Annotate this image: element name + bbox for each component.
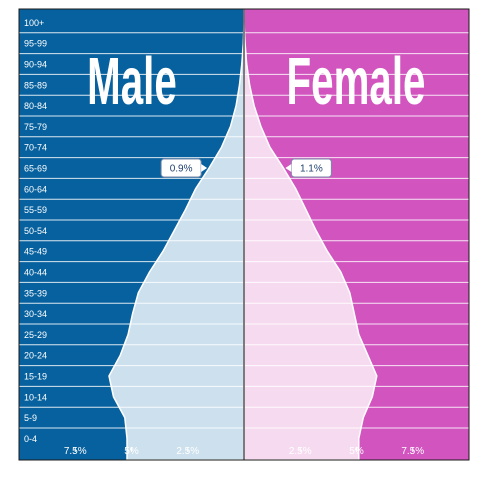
- age-group-label: 55-59: [24, 205, 47, 215]
- age-group-label: 95-99: [24, 39, 47, 49]
- x-tick-label: 7.5%: [401, 446, 424, 457]
- age-group-label: 50-54: [24, 226, 47, 236]
- age-group-label: 15-19: [24, 372, 47, 382]
- age-group-label: 85-89: [24, 80, 47, 90]
- x-tick-label: 2.5%: [289, 446, 312, 457]
- age-group-label: 5-9: [24, 413, 37, 423]
- age-group-label: 100+: [24, 18, 44, 28]
- age-group-label: 20-24: [24, 351, 47, 361]
- age-group-label: 0-4: [24, 434, 37, 444]
- age-group-labels: 100+ 95-99 90-94 85-89 80-84 75-79 70-74 65-69 6…: [24, 18, 47, 444]
- x-tick-label: 7.5%: [64, 446, 87, 457]
- x-tick-label: 5%: [349, 446, 364, 457]
- age-group-label: 35-39: [24, 288, 47, 298]
- x-axis-ticks: 7.5% 5% 2.5% 2.5% 5% 7.5%: [64, 446, 424, 457]
- age-group-label: 80-84: [24, 101, 47, 111]
- age-group-label: 25-29: [24, 330, 47, 340]
- female-title: Female: [287, 43, 426, 118]
- female-population-area: [243, 9, 378, 461]
- male-title: Male: [87, 43, 177, 118]
- age-group-label: 10-14: [24, 392, 47, 402]
- x-tick-label: 5%: [124, 446, 139, 457]
- age-group-label: 45-49: [24, 247, 47, 257]
- tooltip-value: 0.9%: [170, 164, 193, 175]
- male-population-area: [108, 9, 245, 461]
- age-group-label: 75-79: [24, 122, 47, 132]
- x-tick-label: 2.5%: [176, 446, 199, 457]
- value-tooltips: 0.9% 1.1%: [160, 158, 332, 178]
- age-group-label: 30-34: [24, 309, 47, 319]
- chart-frame: [18, 8, 470, 461]
- tooltip: 0.9%: [160, 158, 208, 178]
- age-group-label: 65-69: [24, 164, 47, 174]
- age-group-label: 60-64: [24, 184, 47, 194]
- tooltip-value: 1.1%: [300, 164, 323, 175]
- age-group-label: 70-74: [24, 143, 47, 153]
- age-group-label: 90-94: [24, 60, 47, 70]
- tooltip: 1.1%: [285, 158, 332, 178]
- age-group-label: 40-44: [24, 268, 47, 278]
